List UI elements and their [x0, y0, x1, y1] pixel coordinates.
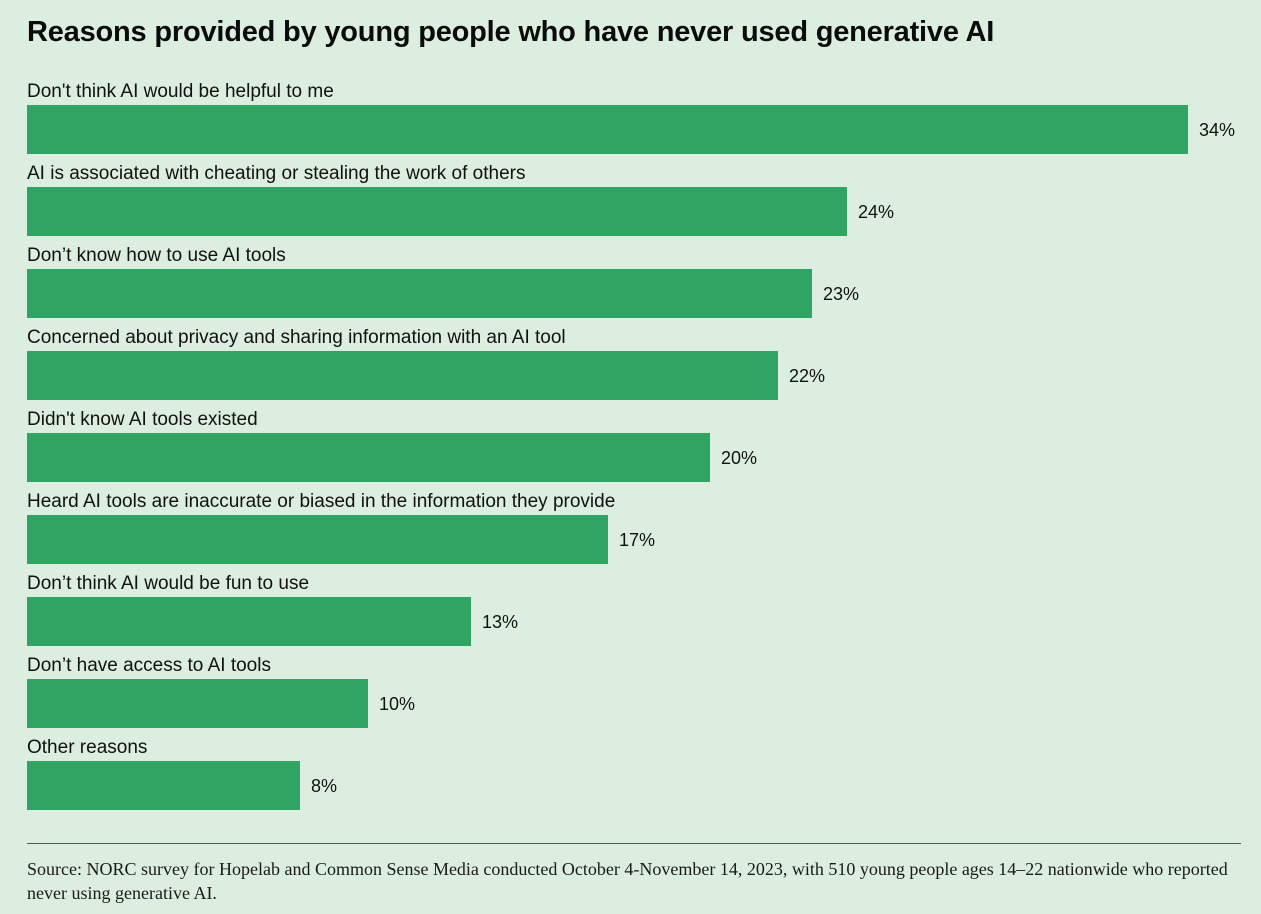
category-label: Don't think AI would be helpful to me — [27, 81, 334, 102]
category-label: Don’t know how to use AI tools — [27, 245, 286, 266]
value-label: 10% — [379, 693, 416, 714]
category-label: Didn't know AI tools existed — [27, 409, 258, 430]
bar — [27, 105, 1188, 154]
bar — [27, 351, 778, 400]
bar — [27, 433, 710, 482]
value-label: 22% — [789, 365, 826, 386]
source-note: Source: NORC survey for Hopelab and Comm… — [27, 859, 1228, 903]
category-label: AI is associated with cheating or steali… — [27, 163, 526, 184]
value-label: 20% — [721, 447, 758, 468]
bar — [27, 515, 608, 564]
category-label: Heard AI tools are inaccurate or biased … — [27, 491, 616, 512]
category-label: Concerned about privacy and sharing info… — [27, 327, 566, 348]
category-label: Other reasons — [27, 737, 148, 758]
value-label: 13% — [482, 611, 519, 632]
value-label: 23% — [823, 283, 860, 304]
bar — [27, 269, 812, 318]
bar — [27, 187, 847, 236]
source-divider — [27, 843, 1241, 844]
value-label: 34% — [1199, 119, 1236, 140]
bar — [27, 597, 471, 646]
chart-title: Reasons provided by young people who hav… — [27, 16, 995, 48]
value-label: 17% — [619, 529, 656, 550]
category-label: Don’t have access to AI tools — [27, 655, 271, 676]
bar — [27, 761, 300, 810]
value-label: 8% — [311, 775, 338, 796]
value-label: 24% — [858, 201, 895, 222]
category-label: Don’t think AI would be fun to use — [27, 573, 310, 594]
bar — [27, 679, 368, 728]
